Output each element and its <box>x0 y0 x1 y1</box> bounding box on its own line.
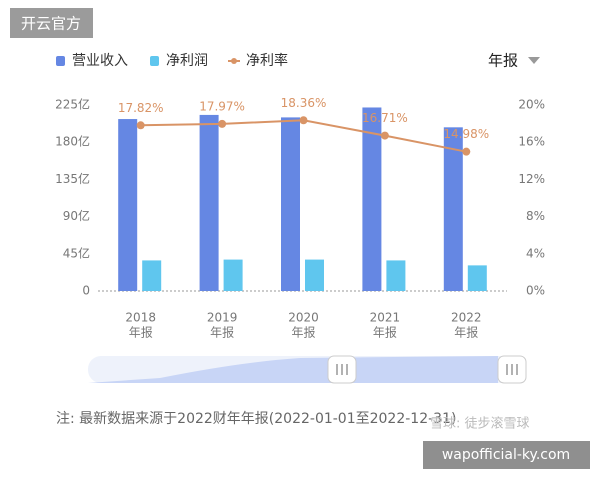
legend-dot <box>231 58 237 64</box>
line-point <box>218 119 227 128</box>
legend-label: 净利润 <box>166 53 208 69</box>
data-label: 18.36% <box>281 96 327 110</box>
bar <box>118 119 138 291</box>
y-tick-label: 0 <box>82 284 90 298</box>
line-point <box>136 121 145 130</box>
x-tick-sublabel: 年报 <box>373 325 397 340</box>
range-slider[interactable] <box>88 355 527 384</box>
dropdown-arrow[interactable] <box>528 57 540 64</box>
bar <box>281 117 300 292</box>
y-tick-label: 90亿 <box>63 208 90 223</box>
bar <box>362 107 382 291</box>
y2-tick-label: 4% <box>526 246 545 260</box>
y-tick-label: 135亿 <box>55 171 90 186</box>
watermark-box <box>10 8 93 38</box>
x-tick-sublabel: 年报 <box>210 325 234 340</box>
y2-tick-label: 12% <box>518 172 545 186</box>
bar <box>443 127 463 291</box>
y2-tick-label: 20% <box>518 98 545 112</box>
x-tick-sublabel: 年报 <box>454 325 478 340</box>
site-label: wapofficial-ky.com <box>442 447 570 463</box>
note: 注: 最新数据来源于2022财年年报(2022-01-01至2022-12-31… <box>56 411 456 427</box>
y-tick-label: 225亿 <box>55 97 90 112</box>
slider-area <box>88 356 498 383</box>
line-point <box>299 116 308 125</box>
site-label-box <box>423 441 590 469</box>
x-tick-label: 2019 <box>207 311 238 325</box>
x-tick-label: 2018 <box>125 311 156 325</box>
data-label: 16.71% <box>362 111 408 125</box>
bar <box>467 265 487 291</box>
y2-tick-label: 16% <box>518 135 545 149</box>
bar <box>199 114 219 291</box>
legend-label: 净利率 <box>246 52 288 69</box>
xueqiu-watermark: 雪球: 徒步滚雪球 <box>430 416 530 432</box>
y2-tick-label: 0% <box>526 284 545 298</box>
period-selector[interactable]: 年报 <box>488 52 518 70</box>
data-label: 14.98% <box>443 127 489 141</box>
data-label: 17.82% <box>118 101 164 115</box>
bar <box>223 259 243 291</box>
x-tick-label: 2022 <box>451 311 482 325</box>
y-tick-label: 180亿 <box>55 134 90 149</box>
handle-grip <box>506 364 518 375</box>
data-label: 17.97% <box>199 99 245 113</box>
legend-swatch <box>56 56 65 66</box>
x-tick-label: 2021 <box>370 311 401 325</box>
legend-label: 营业收入 <box>72 53 128 69</box>
bar <box>305 259 324 291</box>
bar <box>386 260 406 291</box>
y-tick-label: 45亿 <box>63 245 90 260</box>
line-point <box>380 131 389 140</box>
x-tick-sublabel: 年报 <box>291 325 315 340</box>
legend-swatch <box>150 56 159 66</box>
x-tick-label: 2020 <box>288 311 319 325</box>
watermark: 开云官方 <box>21 15 81 33</box>
line-point <box>462 147 471 156</box>
handle-grip <box>336 364 348 375</box>
bar <box>142 260 162 291</box>
y2-tick-label: 8% <box>526 209 545 223</box>
x-tick-sublabel: 年报 <box>129 325 153 340</box>
